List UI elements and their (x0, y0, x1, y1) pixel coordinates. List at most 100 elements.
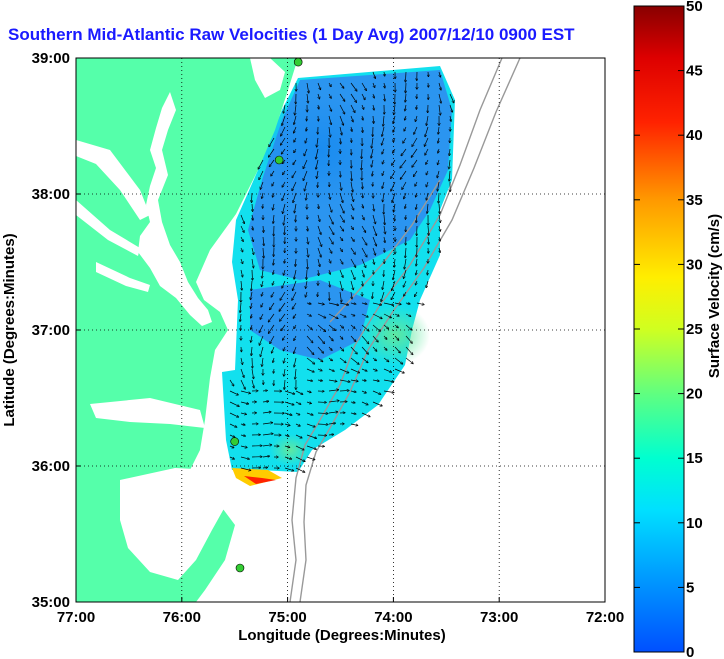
colorbar-tick-label: 15 (686, 450, 703, 467)
velocity-vector (340, 137, 341, 144)
velocity-vector (339, 104, 345, 114)
velocity-vector (317, 413, 328, 414)
velocity-vector (306, 434, 316, 438)
velocity-vector (260, 181, 264, 189)
velocity-vector (394, 357, 402, 364)
velocity-vector (373, 269, 374, 274)
velocity-vector (329, 258, 331, 263)
velocity-vector (383, 192, 385, 202)
colorbar-ticks: 0 5 10 15 20 25 30 35 40 45 50 (634, 0, 703, 659)
colorbar-tick-label: 0 (686, 644, 694, 659)
velocity-vector (241, 247, 243, 252)
velocity-vector (438, 82, 441, 90)
velocity-vector (250, 302, 252, 308)
velocity-vector (405, 247, 406, 258)
velocity-vector (283, 269, 285, 275)
velocity-vector (382, 159, 384, 164)
velocity-vector (350, 93, 356, 102)
velocity-vector (258, 159, 264, 169)
x-tick-label: 76:00 (163, 609, 201, 626)
velocity-vector (317, 313, 326, 318)
velocity-vector (372, 302, 381, 305)
velocity-vector (262, 357, 263, 366)
velocity-vector (350, 280, 353, 290)
velocity-vector (294, 324, 297, 328)
velocity-vector (305, 291, 307, 297)
velocity-vector (260, 313, 264, 319)
velocity-vector (372, 247, 375, 255)
velocity-vector (240, 379, 245, 389)
velocity-vector (292, 170, 297, 178)
velocity-vector (328, 225, 334, 234)
velocity-vector (415, 181, 418, 186)
velocity-vector (350, 314, 355, 316)
velocity-vector (339, 313, 346, 317)
velocity-vector (282, 181, 286, 187)
velocity-vector (394, 335, 399, 340)
velocity-vector (382, 126, 385, 136)
velocity-vector (426, 181, 429, 187)
colorbar-tick-label: 50 (686, 0, 703, 15)
velocity-vector (373, 203, 374, 211)
velocity-vector (284, 390, 295, 394)
potomac-river (76, 140, 150, 220)
velocity-vector (383, 335, 387, 339)
velocity-vector (350, 203, 354, 210)
velocity-vector (437, 181, 440, 191)
velocity-vector (240, 401, 248, 404)
velocity-vector (391, 291, 396, 299)
velocity-vector (350, 82, 357, 91)
velocity-vector (328, 236, 333, 244)
pamlico-sound (120, 468, 232, 580)
velocity-vector (405, 313, 411, 316)
velocity-vector (405, 346, 413, 354)
y-tick-label: 39:00 (32, 50, 70, 67)
velocity-vector (372, 346, 377, 351)
velocity-vector (384, 71, 385, 76)
velocity-vector (272, 346, 275, 353)
velocity-vector (384, 214, 385, 224)
velocity-vector (427, 269, 428, 275)
velocity-vector (293, 159, 297, 164)
velocity-vector (294, 148, 297, 152)
velocity-vector (295, 413, 300, 415)
velocity-vector (361, 82, 366, 90)
velocity-vector (405, 115, 406, 120)
velocity-vector (317, 346, 323, 353)
velocity-vector (263, 236, 264, 245)
velocity-vector (351, 291, 352, 299)
velocity-vector (328, 82, 331, 86)
velocity-vector (361, 368, 367, 371)
velocity-vector (252, 203, 253, 211)
velocity-vector (402, 181, 407, 189)
velocity-vector (328, 412, 338, 413)
colorbar-tick-label: 45 (686, 63, 703, 80)
velocity-vector (425, 148, 429, 155)
velocity-vector (361, 346, 368, 354)
x-tick-label: 73:00 (480, 609, 518, 626)
velocity-vector (262, 390, 267, 391)
velocity-vector (240, 236, 243, 241)
grid-lines (76, 58, 605, 602)
velocity-vector (306, 412, 313, 415)
velocity-vector (294, 203, 297, 213)
velocity-vector (383, 346, 387, 350)
velocity-vector (405, 214, 406, 219)
velocity-vector (361, 247, 367, 257)
velocity-vector (339, 247, 342, 251)
velocity-vector (361, 303, 367, 304)
velocity-vector (284, 401, 294, 405)
velocity-vector (371, 148, 374, 158)
velocity-vector (271, 291, 275, 297)
velocity-vector (293, 313, 297, 318)
velocity-vector (306, 423, 315, 427)
velocity-vector (270, 335, 275, 343)
velocity-vector (339, 335, 343, 339)
velocity-vector (260, 346, 264, 356)
velocity-vector (382, 170, 384, 175)
velocity-vector (329, 126, 330, 137)
velocity-vector (439, 214, 440, 222)
velocity-vector (283, 346, 285, 351)
velocity-vector (251, 346, 252, 355)
velocity-vector (339, 379, 350, 382)
